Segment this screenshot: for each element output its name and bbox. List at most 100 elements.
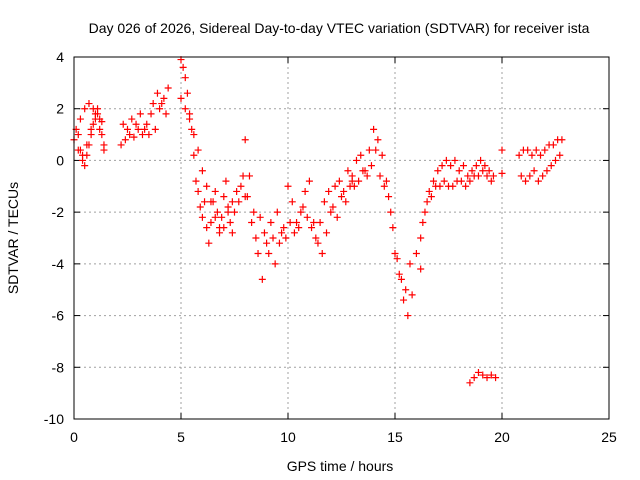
data-point	[477, 156, 485, 164]
data-point	[357, 151, 365, 159]
data-point	[344, 167, 352, 175]
data-point	[254, 250, 262, 258]
data-point	[363, 172, 371, 180]
data-point	[198, 213, 206, 221]
data-point	[85, 100, 93, 108]
data-point	[541, 146, 549, 154]
data-point	[181, 74, 189, 82]
data-point	[79, 151, 87, 159]
data-point	[378, 151, 386, 159]
data-point	[455, 167, 463, 175]
data-point	[220, 224, 228, 232]
data-point	[515, 151, 523, 159]
data-point	[156, 105, 164, 113]
data-point	[310, 218, 318, 226]
y-tick-label: 4	[56, 49, 64, 65]
data-point	[466, 177, 474, 185]
data-point	[119, 120, 127, 128]
data-point	[269, 234, 277, 242]
data-point	[481, 162, 489, 170]
data-point	[74, 131, 82, 139]
data-point	[241, 136, 249, 144]
data-point	[237, 182, 245, 190]
data-point	[427, 193, 435, 201]
x-axis-title: GPS time / hours	[287, 458, 394, 474]
data-point	[138, 131, 146, 139]
data-point	[94, 110, 102, 118]
data-point	[333, 213, 341, 221]
data-point	[329, 203, 337, 211]
data-point	[186, 115, 194, 123]
data-point	[537, 151, 545, 159]
data-point	[153, 89, 161, 97]
data-point	[474, 172, 482, 180]
data-point	[305, 177, 313, 185]
data-point	[472, 162, 480, 170]
data-point	[547, 162, 555, 170]
data-point	[468, 167, 476, 175]
data-point	[528, 151, 536, 159]
data-point	[213, 208, 221, 216]
data-point	[539, 172, 547, 180]
data-point	[526, 172, 534, 180]
data-point	[89, 105, 97, 113]
data-point	[552, 156, 559, 164]
data-point	[483, 374, 491, 382]
data-point	[342, 198, 350, 206]
data-point	[250, 208, 258, 216]
data-point	[284, 182, 292, 190]
data-point	[194, 187, 202, 195]
data-point	[425, 187, 433, 195]
data-point	[74, 146, 82, 154]
data-point	[301, 187, 309, 195]
x-tick-label: 5	[177, 429, 185, 445]
data-point	[387, 208, 395, 216]
data-point	[124, 125, 131, 133]
data-point	[216, 229, 224, 237]
data-point	[295, 224, 303, 232]
data-point	[288, 198, 296, 206]
data-point	[524, 146, 532, 154]
data-point	[376, 172, 384, 180]
data-point	[556, 151, 564, 159]
data-point	[145, 131, 153, 139]
data-point	[395, 270, 403, 278]
data-point	[239, 172, 247, 180]
data-point	[267, 218, 275, 226]
data-point	[449, 182, 457, 190]
data-point	[549, 141, 557, 149]
data-point	[462, 182, 470, 190]
data-point	[359, 167, 367, 175]
grid-layer	[74, 57, 609, 419]
data-point	[517, 172, 525, 180]
data-point	[335, 177, 343, 185]
data-point	[498, 169, 506, 177]
data-point	[158, 100, 166, 108]
data-point	[275, 239, 283, 247]
data-point	[391, 250, 399, 258]
data-point	[348, 172, 356, 180]
data-point	[442, 156, 450, 164]
data-point	[367, 162, 375, 170]
data-point	[464, 172, 472, 180]
data-point	[183, 89, 191, 97]
data-point	[436, 182, 444, 190]
data-point	[293, 218, 301, 226]
data-point	[412, 250, 420, 258]
data-point	[303, 213, 311, 221]
data-point	[151, 125, 159, 133]
data-point	[438, 162, 446, 170]
data-point	[164, 84, 172, 92]
data-point	[312, 234, 320, 242]
data-point	[278, 229, 286, 237]
data-point	[96, 125, 104, 133]
data-point	[256, 213, 264, 221]
data-point	[245, 172, 253, 180]
data-point	[258, 275, 266, 283]
data-point	[485, 167, 493, 175]
data-point	[160, 94, 168, 102]
x-tick-label: 15	[387, 429, 403, 445]
data-point	[181, 105, 189, 113]
data-point	[400, 296, 408, 304]
